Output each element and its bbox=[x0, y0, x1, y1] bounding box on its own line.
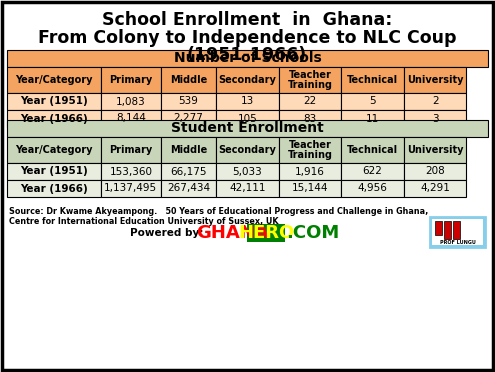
FancyBboxPatch shape bbox=[247, 224, 285, 242]
Text: Teacher
Training: Teacher Training bbox=[288, 140, 333, 160]
FancyBboxPatch shape bbox=[216, 110, 279, 127]
Text: GHANA: GHANA bbox=[196, 224, 269, 242]
Text: From Colony to Independence to NLC Coup: From Colony to Independence to NLC Coup bbox=[38, 29, 456, 47]
FancyBboxPatch shape bbox=[7, 67, 101, 93]
Text: University: University bbox=[407, 145, 463, 155]
FancyBboxPatch shape bbox=[404, 137, 466, 163]
FancyBboxPatch shape bbox=[7, 120, 488, 137]
Text: 13: 13 bbox=[241, 96, 254, 106]
FancyBboxPatch shape bbox=[453, 221, 460, 239]
Text: Number of Schools: Number of Schools bbox=[174, 51, 321, 65]
FancyBboxPatch shape bbox=[101, 93, 161, 110]
Text: 5: 5 bbox=[369, 96, 376, 106]
FancyBboxPatch shape bbox=[161, 67, 216, 93]
FancyBboxPatch shape bbox=[216, 163, 279, 180]
FancyBboxPatch shape bbox=[7, 180, 101, 197]
FancyBboxPatch shape bbox=[161, 137, 216, 163]
Text: 2,277: 2,277 bbox=[174, 113, 203, 124]
FancyBboxPatch shape bbox=[341, 137, 404, 163]
Text: 22: 22 bbox=[303, 96, 317, 106]
Text: HERO: HERO bbox=[238, 224, 294, 242]
FancyBboxPatch shape bbox=[101, 163, 161, 180]
FancyBboxPatch shape bbox=[279, 163, 341, 180]
FancyBboxPatch shape bbox=[279, 180, 341, 197]
FancyBboxPatch shape bbox=[404, 93, 466, 110]
Text: Secondary: Secondary bbox=[219, 145, 276, 155]
Text: 11: 11 bbox=[366, 113, 379, 124]
FancyBboxPatch shape bbox=[444, 221, 451, 239]
Text: Year/Category: Year/Category bbox=[15, 145, 93, 155]
Text: 1,137,495: 1,137,495 bbox=[104, 183, 157, 193]
Text: Powered by:: Powered by: bbox=[130, 228, 203, 238]
Text: 1,083: 1,083 bbox=[116, 96, 146, 106]
FancyBboxPatch shape bbox=[7, 93, 101, 110]
Text: Year (1966): Year (1966) bbox=[20, 113, 88, 124]
Text: Technical: Technical bbox=[347, 75, 398, 85]
Text: Source: Dr Kwame Akyeampong.   50 Years of Educational Progress and Challenge in: Source: Dr Kwame Akyeampong. 50 Years of… bbox=[9, 207, 428, 216]
Text: Centre for International Education University of Sussex, UK: Centre for International Education Unive… bbox=[9, 217, 279, 226]
Text: Year (1951): Year (1951) bbox=[20, 167, 88, 176]
FancyBboxPatch shape bbox=[404, 110, 466, 127]
FancyBboxPatch shape bbox=[341, 93, 404, 110]
Text: Teacher
Training: Teacher Training bbox=[288, 70, 333, 90]
FancyBboxPatch shape bbox=[7, 163, 101, 180]
FancyBboxPatch shape bbox=[161, 93, 216, 110]
Text: 42,111: 42,111 bbox=[229, 183, 266, 193]
FancyBboxPatch shape bbox=[101, 110, 161, 127]
Text: 267,434: 267,434 bbox=[167, 183, 210, 193]
FancyBboxPatch shape bbox=[161, 110, 216, 127]
Text: .COM: .COM bbox=[286, 224, 339, 242]
FancyBboxPatch shape bbox=[101, 137, 161, 163]
Text: Secondary: Secondary bbox=[219, 75, 276, 85]
Text: 2: 2 bbox=[432, 96, 439, 106]
Text: 1,916: 1,916 bbox=[295, 167, 325, 176]
FancyBboxPatch shape bbox=[7, 50, 488, 67]
FancyBboxPatch shape bbox=[216, 93, 279, 110]
Text: (1951-1966): (1951-1966) bbox=[187, 46, 307, 64]
FancyBboxPatch shape bbox=[404, 67, 466, 93]
Text: Middle: Middle bbox=[170, 145, 207, 155]
FancyBboxPatch shape bbox=[101, 180, 161, 197]
FancyBboxPatch shape bbox=[432, 219, 483, 245]
Text: Primary: Primary bbox=[109, 75, 152, 85]
FancyBboxPatch shape bbox=[430, 217, 485, 247]
FancyBboxPatch shape bbox=[341, 110, 404, 127]
Text: 5,033: 5,033 bbox=[233, 167, 262, 176]
Text: 15,144: 15,144 bbox=[292, 183, 328, 193]
FancyBboxPatch shape bbox=[7, 123, 488, 132]
FancyBboxPatch shape bbox=[341, 180, 404, 197]
Text: University: University bbox=[407, 75, 463, 85]
FancyBboxPatch shape bbox=[101, 67, 161, 93]
FancyBboxPatch shape bbox=[7, 110, 101, 127]
FancyBboxPatch shape bbox=[216, 180, 279, 197]
Text: Student Enrollment: Student Enrollment bbox=[171, 122, 324, 135]
Text: Year/Category: Year/Category bbox=[15, 75, 93, 85]
FancyBboxPatch shape bbox=[341, 163, 404, 180]
Text: PROF LUNGU: PROF LUNGU bbox=[440, 241, 475, 246]
Text: Year (1951): Year (1951) bbox=[20, 96, 88, 106]
Text: Year (1966): Year (1966) bbox=[20, 183, 88, 193]
FancyBboxPatch shape bbox=[7, 137, 101, 163]
FancyBboxPatch shape bbox=[404, 180, 466, 197]
FancyBboxPatch shape bbox=[279, 137, 341, 163]
FancyBboxPatch shape bbox=[279, 93, 341, 110]
Text: 153,360: 153,360 bbox=[109, 167, 152, 176]
FancyBboxPatch shape bbox=[161, 163, 216, 180]
Text: Middle: Middle bbox=[170, 75, 207, 85]
Text: 539: 539 bbox=[179, 96, 198, 106]
Text: 4,956: 4,956 bbox=[357, 183, 388, 193]
FancyBboxPatch shape bbox=[341, 67, 404, 93]
Text: 8,144: 8,144 bbox=[116, 113, 146, 124]
FancyBboxPatch shape bbox=[404, 163, 466, 180]
Text: 4,291: 4,291 bbox=[420, 183, 450, 193]
FancyBboxPatch shape bbox=[216, 67, 279, 93]
FancyBboxPatch shape bbox=[435, 221, 442, 235]
FancyBboxPatch shape bbox=[161, 180, 216, 197]
Text: Technical: Technical bbox=[347, 145, 398, 155]
Text: 66,175: 66,175 bbox=[170, 167, 207, 176]
Text: 105: 105 bbox=[238, 113, 257, 124]
FancyBboxPatch shape bbox=[216, 137, 279, 163]
FancyBboxPatch shape bbox=[279, 110, 341, 127]
Text: 208: 208 bbox=[425, 167, 445, 176]
